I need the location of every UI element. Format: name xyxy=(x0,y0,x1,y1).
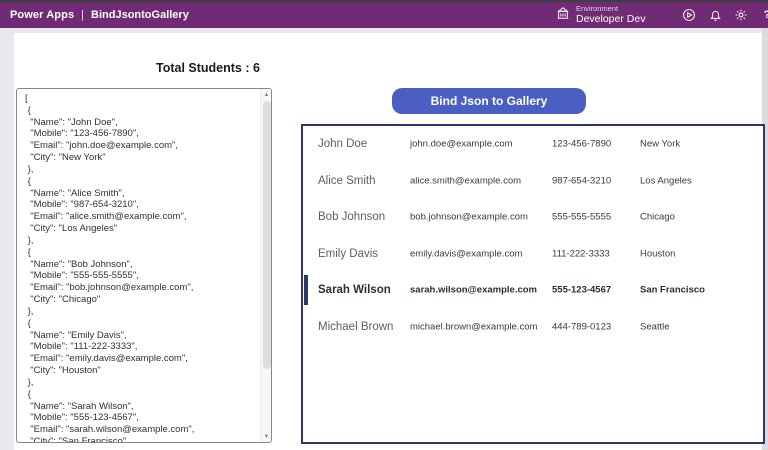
environment-icon xyxy=(556,6,570,25)
student-city: New York xyxy=(640,138,681,150)
gallery-row[interactable]: Alice Smith alice.smith@example.com 987-… xyxy=(303,163,763,200)
page-scrollbar[interactable] xyxy=(762,28,768,450)
student-phone: 987-654-3210 xyxy=(552,175,612,187)
gallery-row[interactable]: Bob Johnson bob.johnson@example.com 555-… xyxy=(303,199,763,236)
notifications-bell-icon[interactable] xyxy=(706,2,724,28)
student-name: John Doe xyxy=(318,138,368,151)
student-email: sarah.wilson@example.com xyxy=(410,284,538,296)
breadcrumb: Power Apps | BindJsontoGallery xyxy=(0,9,189,21)
student-phone: 444-789-0123 xyxy=(552,321,612,333)
power-apps-logo-text[interactable]: Power Apps xyxy=(10,9,75,21)
student-name: Michael Brown xyxy=(318,320,394,333)
student-name: Bob Johnson xyxy=(318,211,386,224)
student-name: Emily Davis xyxy=(318,247,379,260)
environment-label: Environment xyxy=(576,3,619,13)
student-phone: 123-456-7890 xyxy=(552,138,612,150)
breadcrumb-separator: | xyxy=(81,9,85,21)
student-phone: 555-555-5555 xyxy=(552,211,612,223)
total-students-label: Total Students : 6 xyxy=(156,61,260,75)
json-input[interactable]: [ { "Name": "John Doe", "Mobile": "123-4… xyxy=(17,89,261,442)
student-phone: 555-123-4567 xyxy=(552,284,612,296)
top-app-bar: Power Apps | BindJsontoGallery Environme… xyxy=(0,2,768,28)
student-city: Houston xyxy=(640,248,676,260)
settings-gear-icon[interactable] xyxy=(732,2,750,28)
scroll-up-arrow-icon[interactable]: ▲ xyxy=(263,91,270,98)
student-city: San Francisco xyxy=(640,284,705,296)
student-city: Chicago xyxy=(640,211,675,223)
window-top-edge xyxy=(0,0,768,2)
gallery-row[interactable]: Sarah Wilson sarah.wilson@example.com 55… xyxy=(303,272,763,309)
gallery-row[interactable]: John Doe john.doe@example.com 123-456-78… xyxy=(303,126,763,163)
scrollbar-thumb[interactable] xyxy=(262,101,271,369)
environment-picker[interactable]: Environment Developer Dev xyxy=(556,2,645,28)
gallery-row[interactable]: Michael Brown michael.brown@example.com … xyxy=(303,309,763,346)
environment-text: Environment Developer Dev xyxy=(576,3,646,26)
app-title: BindJsontoGallery xyxy=(91,9,189,21)
json-input-container: [ { "Name": "John Doe", "Mobile": "123-4… xyxy=(16,88,272,443)
help-icon[interactable]: ? xyxy=(758,2,768,28)
students-gallery: John Doe john.doe@example.com 123-456-78… xyxy=(301,124,765,444)
student-email: michael.brown@example.com xyxy=(410,321,538,333)
student-name: Alice Smith xyxy=(318,174,376,187)
student-email: emily.davis@example.com xyxy=(410,248,523,260)
canvas-top-margin xyxy=(0,28,768,33)
student-city: Seattle xyxy=(640,321,670,333)
json-input-scrollbar[interactable]: ▲ ▼ xyxy=(260,89,271,442)
selected-row-indicator xyxy=(304,275,308,305)
student-phone: 111-222-3333 xyxy=(552,248,610,260)
preview-app-icon[interactable] xyxy=(680,2,698,28)
student-email: alice.smith@example.com xyxy=(410,175,522,187)
gallery-row[interactable]: Emily Davis emily.davis@example.com 111-… xyxy=(303,236,763,273)
student-city: Los Angeles xyxy=(640,175,692,187)
environment-name: Developer Dev xyxy=(576,13,646,26)
student-email: bob.johnson@example.com xyxy=(410,211,528,223)
bind-json-to-gallery-button[interactable]: Bind Json to Gallery xyxy=(392,88,586,114)
student-email: john.doe@example.com xyxy=(410,138,513,150)
scroll-down-arrow-icon[interactable]: ▼ xyxy=(263,433,270,440)
student-name: Sarah Wilson xyxy=(318,284,391,297)
